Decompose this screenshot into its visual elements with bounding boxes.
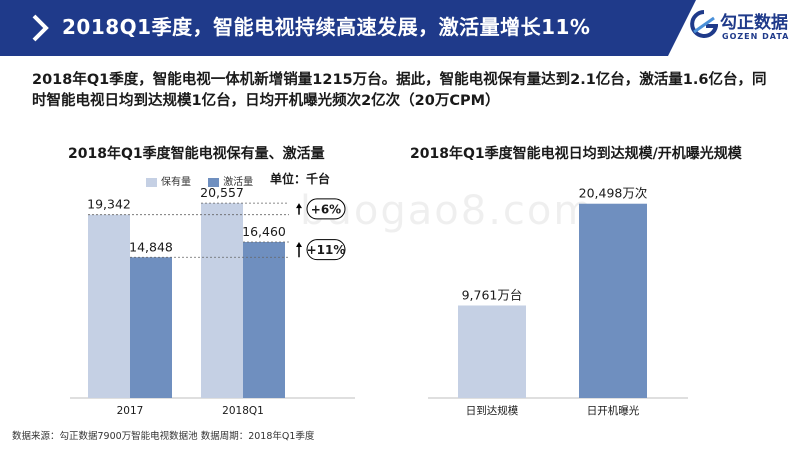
bar-2018Q1-1 xyxy=(243,241,285,398)
arrow-up-icon xyxy=(296,241,302,247)
logo-mark-icon xyxy=(690,10,718,38)
legend-swatch-active xyxy=(208,177,220,187)
arrow-up-icon xyxy=(296,203,302,209)
bar-日到达规模 xyxy=(458,305,526,398)
bar-2018Q1-0 xyxy=(201,203,243,398)
bar-2017-0 xyxy=(88,214,130,398)
legend-item-stock: 保有量 xyxy=(146,173,191,188)
legend: 保有量 激活量 xyxy=(146,173,267,188)
header: 2018Q1季度，智能电视持续高速发展，激活量增长11% 勾正数据 GOZEN … xyxy=(0,0,800,56)
growth-badge xyxy=(306,239,346,261)
x-tick-label: 日开机曝光 xyxy=(587,404,640,417)
watermark: baogao8.com xyxy=(300,188,595,234)
growth-label: +11% xyxy=(307,243,346,257)
legend-item-active: 激活量 xyxy=(208,173,253,188)
right-chart-title: 2018年Q1季度智能电视日均到达规模/开机曝光规模 xyxy=(410,146,742,162)
brand-logo: 勾正数据 GOZEN DATA xyxy=(690,8,794,48)
bar-value-label: 14,848 xyxy=(129,239,173,254)
data-source: 数据来源：勾正数据7900万智能电视数据池 数据周期：2018年Q1季度 xyxy=(12,431,315,442)
summary-text: 2018年Q1季度，智能电视一体机新增销量1215万台。据此，智能电视保有量达到… xyxy=(32,72,767,109)
logo-name: 勾正数据 xyxy=(720,13,788,33)
bar-value-label: 9,761万台 xyxy=(462,287,523,302)
bar-value-label: 19,342 xyxy=(87,197,131,212)
x-tick-label: 2018Q1 xyxy=(222,405,264,417)
bar-日开机曝光 xyxy=(579,203,647,398)
left-chart-title: 2018年Q1季度智能电视保有量、激活量 xyxy=(68,146,325,162)
logo-subtitle: GOZEN DATA xyxy=(722,32,790,41)
unit-label: 单位：千台 xyxy=(270,172,331,186)
legend-swatch-stock xyxy=(146,177,157,187)
bar-value-label: 16,460 xyxy=(242,224,286,239)
legend-label-active: 激活量 xyxy=(223,177,254,188)
growth-label: +6% xyxy=(311,202,341,216)
header-bar xyxy=(0,0,668,56)
page-title: 2018Q1季度，智能电视持续高速发展，激活量增长11% xyxy=(62,15,591,39)
growth-badge xyxy=(306,198,346,220)
legend-label-stock: 保有量 xyxy=(161,177,191,188)
bar-value-label: 20,498万次 xyxy=(579,186,648,201)
bar-2017-1 xyxy=(130,257,172,398)
x-tick-label: 日到达规模 xyxy=(466,404,519,417)
x-tick-label: 2017 xyxy=(117,405,144,417)
bar-value-label: 20,557 xyxy=(200,185,244,200)
chevron-right-icon xyxy=(32,14,49,42)
